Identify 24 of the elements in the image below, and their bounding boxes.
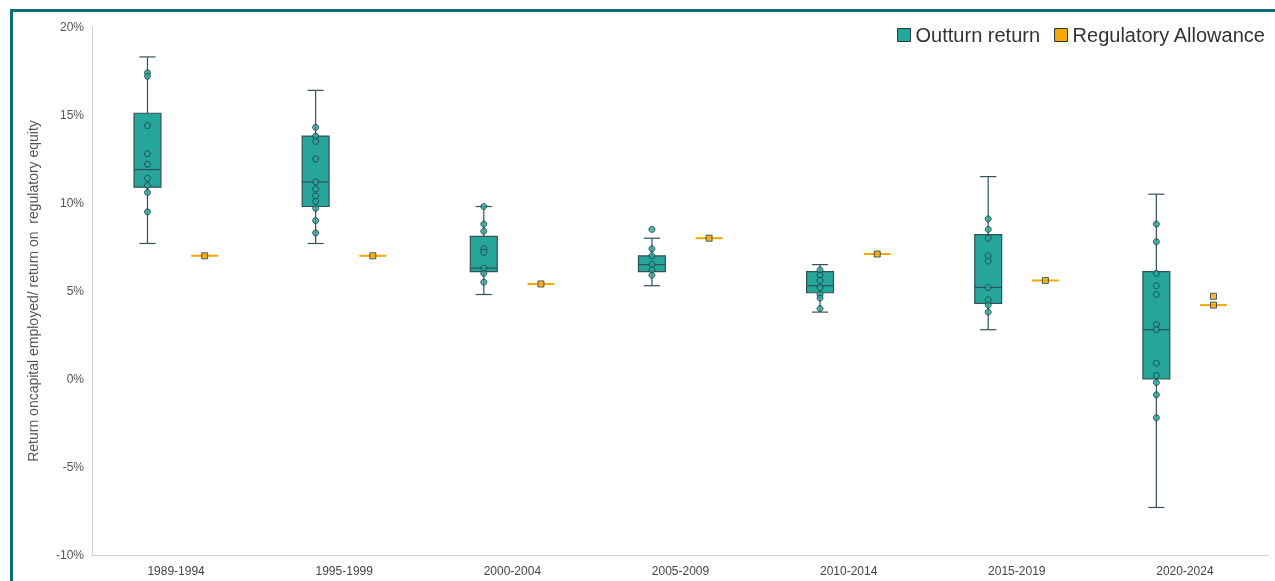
point <box>201 252 209 260</box>
x-tick-label: 2010-2014 <box>819 564 878 578</box>
point <box>537 280 545 288</box>
y-axis-title: Return oncapital employed/ return on regulatory equity <box>25 120 41 462</box>
y-tick-label: -5% <box>62 460 85 474</box>
y-tick-label: 20% <box>59 20 85 34</box>
x-tick-label: 1989-1994 <box>147 564 206 578</box>
y-tick-label: 15% <box>59 108 85 122</box>
y-tick-label: 0% <box>66 372 85 386</box>
y-tick-label: 10% <box>59 196 85 210</box>
x-tick-label: 1995-1999 <box>315 564 374 578</box>
point <box>369 252 377 260</box>
point <box>1210 292 1218 300</box>
point <box>705 234 713 242</box>
x-tick-label: 2005-2009 <box>651 564 710 578</box>
y-tick-label: -10% <box>55 548 85 562</box>
legend-label: Outturn return <box>915 24 1041 46</box>
x-tick-label: 2020-2024 <box>1156 564 1214 578</box>
x-tick-label: 2015-2019 <box>988 564 1046 578</box>
y-tick-label: 5% <box>66 284 85 298</box>
point <box>873 250 881 258</box>
legend-label: Regulatory Allowance <box>1072 24 1265 46</box>
x-tick-label: 2000-2004 <box>483 564 542 578</box>
point <box>1041 276 1049 284</box>
